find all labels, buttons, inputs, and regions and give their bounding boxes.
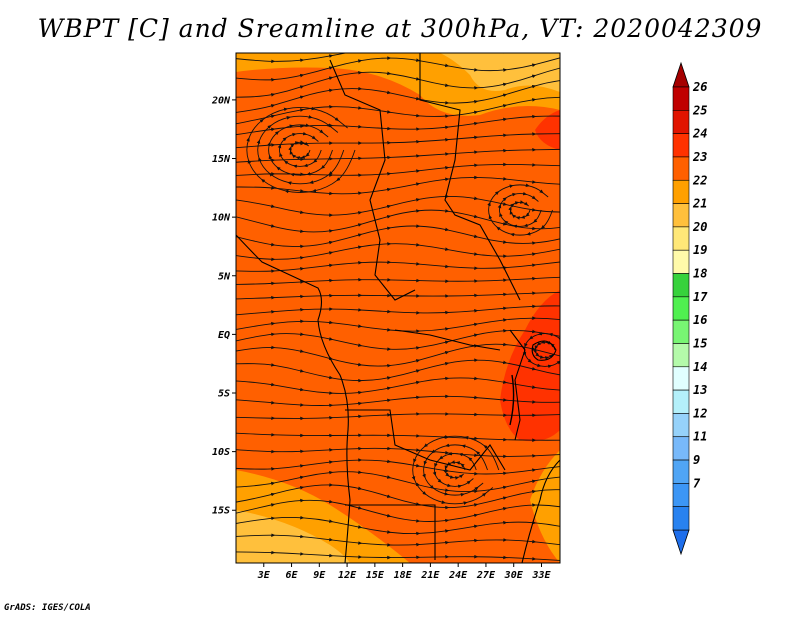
colorbar-bottom-arrow [672, 529, 690, 556]
colorbar-label: 19 [693, 243, 707, 257]
colorbar-label: 11 [693, 430, 707, 444]
border-north-2 [419, 53, 521, 301]
colorbar-segment [672, 436, 690, 461]
colorbar-segment [672, 483, 690, 507]
colorbar-label: 15 [693, 336, 707, 350]
colorbar-segment [672, 226, 690, 251]
colorbar-label: 21 [692, 197, 707, 211]
colorbar-top-arrow [672, 61, 690, 88]
coastlines-and-borders [236, 53, 560, 563]
lon-label: 18E [394, 570, 413, 581]
lon-label: 33E [531, 570, 551, 581]
lat-label: EQ [218, 330, 230, 341]
streamline [411, 435, 500, 505]
streamlines [236, 53, 560, 563]
lon-label: 6E [286, 570, 299, 581]
border-north-1 [329, 59, 416, 301]
lake-tanganyika [509, 374, 515, 426]
grads-credit: GrADS: IGES/COLA [4, 603, 91, 613]
streamline [236, 376, 560, 395]
colorbar-label: 22 [692, 173, 707, 187]
colorbar-label: 9 [693, 453, 700, 467]
colorbar-label: 12 [693, 406, 707, 420]
colorbar-label: 23 [692, 150, 707, 164]
colorbar-segment [672, 203, 690, 228]
colorbar-label: 25 [692, 103, 707, 117]
colorbar-label: 13 [693, 383, 707, 397]
streamline [236, 432, 560, 443]
streamline [236, 275, 560, 286]
lake-victoria [531, 340, 557, 361]
colorbar-segment [672, 459, 690, 484]
border-center [394, 329, 501, 351]
lat-label: 5N [218, 271, 231, 282]
colorbar-label: 7 [693, 476, 701, 490]
colorbar-label: 14 [693, 360, 707, 374]
lon-label: 27E [476, 570, 496, 581]
colorbar-segment [672, 319, 690, 344]
lon-label: 3E [257, 570, 271, 581]
colorbar-label: 17 [693, 290, 708, 304]
longitude-axis: 3E 6E 9E 12E 15E 18E 21E 24E 27E 30E 33E [257, 563, 551, 581]
colorbar-segment [672, 296, 690, 321]
streamline [487, 183, 553, 237]
lat-label: 5S [218, 389, 230, 400]
streamline [236, 290, 560, 300]
colorbar-segment [672, 133, 690, 158]
colorbar-segment [672, 413, 690, 438]
colorbar-segment [672, 506, 690, 531]
plot-area [236, 53, 560, 563]
colorbar-label: 26 [692, 80, 707, 94]
lat-label: 10S [212, 447, 230, 458]
lat-label: 15S [212, 506, 230, 517]
streamline [236, 533, 560, 547]
streamline [236, 412, 560, 421]
lat-label: 15N [212, 154, 231, 165]
colorbar-label: 18 [693, 267, 707, 281]
lon-label: 12E [338, 570, 357, 581]
colorbar-segment [672, 343, 690, 368]
colorbar-label: 16 [693, 313, 707, 327]
border-lake-region [509, 329, 526, 441]
colorbar-segment [672, 110, 690, 134]
lon-label: 30E [504, 570, 524, 581]
east-africa-coast [521, 459, 560, 563]
colorbar: 26 25 24 23 22 21 20 19 18 17 16 15 14 13 12 11 9 7 [672, 61, 708, 556]
streamline [236, 242, 560, 262]
streamline [236, 260, 560, 273]
streamline [522, 331, 560, 369]
lon-label: 21E [420, 570, 440, 581]
west-africa-coast [236, 234, 351, 563]
plot-frame [235, 52, 561, 564]
streamline [236, 304, 560, 316]
colorbar-segment [672, 179, 690, 204]
colorbar-label: 20 [692, 220, 707, 234]
colorbar-segment [672, 389, 690, 414]
border-south-1 [345, 409, 506, 471]
lat-label: 10N [212, 213, 231, 224]
colorbar-segment [672, 366, 690, 391]
border-south-2 [345, 504, 436, 560]
latitude-axis: 20N 15N 10N 5N EQ 5S 10S 15S [211, 95, 236, 517]
streamline [236, 550, 560, 563]
colorbar-label: 24 [692, 127, 707, 141]
map-title: WBPT [C] and Sreamline at 300hPa, VT: 20… [37, 14, 763, 43]
streamline [236, 358, 560, 383]
streamline [246, 106, 356, 194]
lat-label: 20N [211, 95, 231, 106]
colorbar-segment [672, 249, 690, 274]
lon-label: 15E [366, 570, 385, 581]
lon-label: 9E [313, 570, 326, 581]
colorbar-segment [672, 273, 690, 298]
colorbar-segment [672, 156, 690, 181]
lon-label: 24E [448, 570, 468, 581]
streamline [236, 394, 560, 408]
colorbar-segment [672, 86, 690, 111]
